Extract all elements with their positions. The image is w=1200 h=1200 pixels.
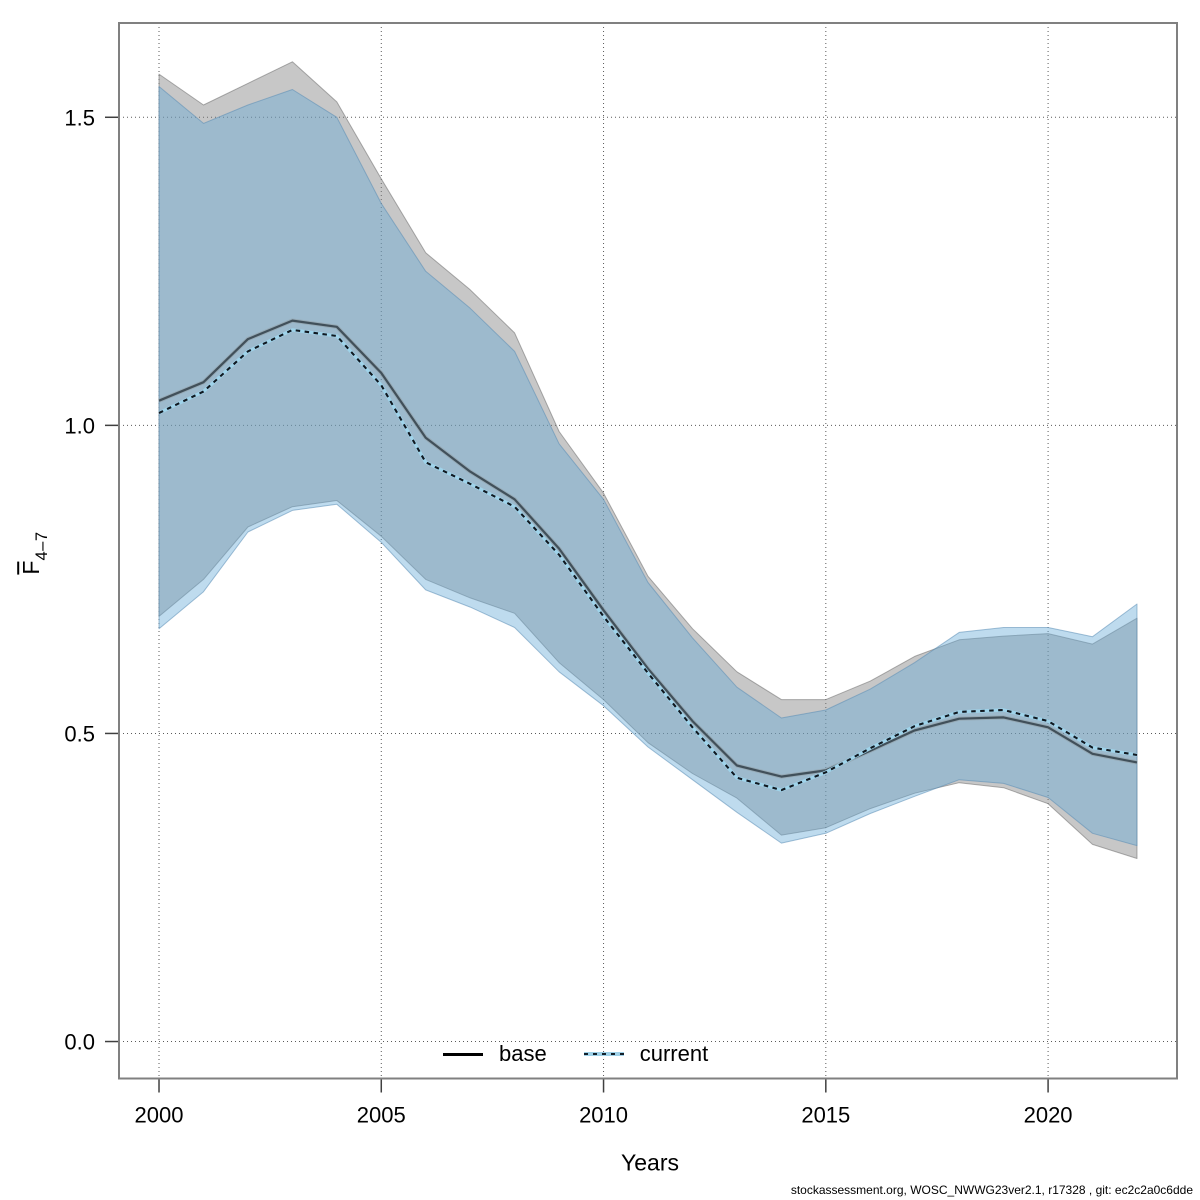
legend-item-base: base [443,1041,547,1067]
x-tick-label: 2020 [1024,1103,1073,1128]
legend-key-current-line [583,1052,624,1056]
x-tick-label: 2010 [579,1103,628,1128]
x-tick-label: 2005 [357,1103,406,1128]
x-tick-label: 2000 [135,1103,184,1128]
y-axis-title-symbol: F [18,560,45,575]
x-axis-title: Years [621,1149,679,1176]
confidence-band-base [158,61,1138,859]
legend-label-current: current [639,1041,709,1066]
y-tick-label: 1.5 [64,105,95,130]
footer-credit: stockassessment.org, WOSC_NWWG23ver2.1, … [790,1183,1193,1197]
plot-border [118,22,1178,1080]
y-tick-label: 0.0 [64,1030,95,1055]
line-current [158,328,1138,792]
y-tick-label: 0.5 [64,721,95,746]
legend-key-base-line [443,1052,483,1056]
line-base [158,319,1138,778]
y-tick-label: 1.0 [64,413,95,438]
y-axis-title: F4–7 [18,531,51,575]
legend: base current [443,1041,708,1067]
legend-item-current: current [583,1041,709,1067]
y-axis-title-subscript: 4–7 [31,531,51,561]
x-tick-label: 2015 [801,1103,850,1128]
confidence-band-current [158,86,1138,847]
legend-label-base: base [499,1041,547,1066]
